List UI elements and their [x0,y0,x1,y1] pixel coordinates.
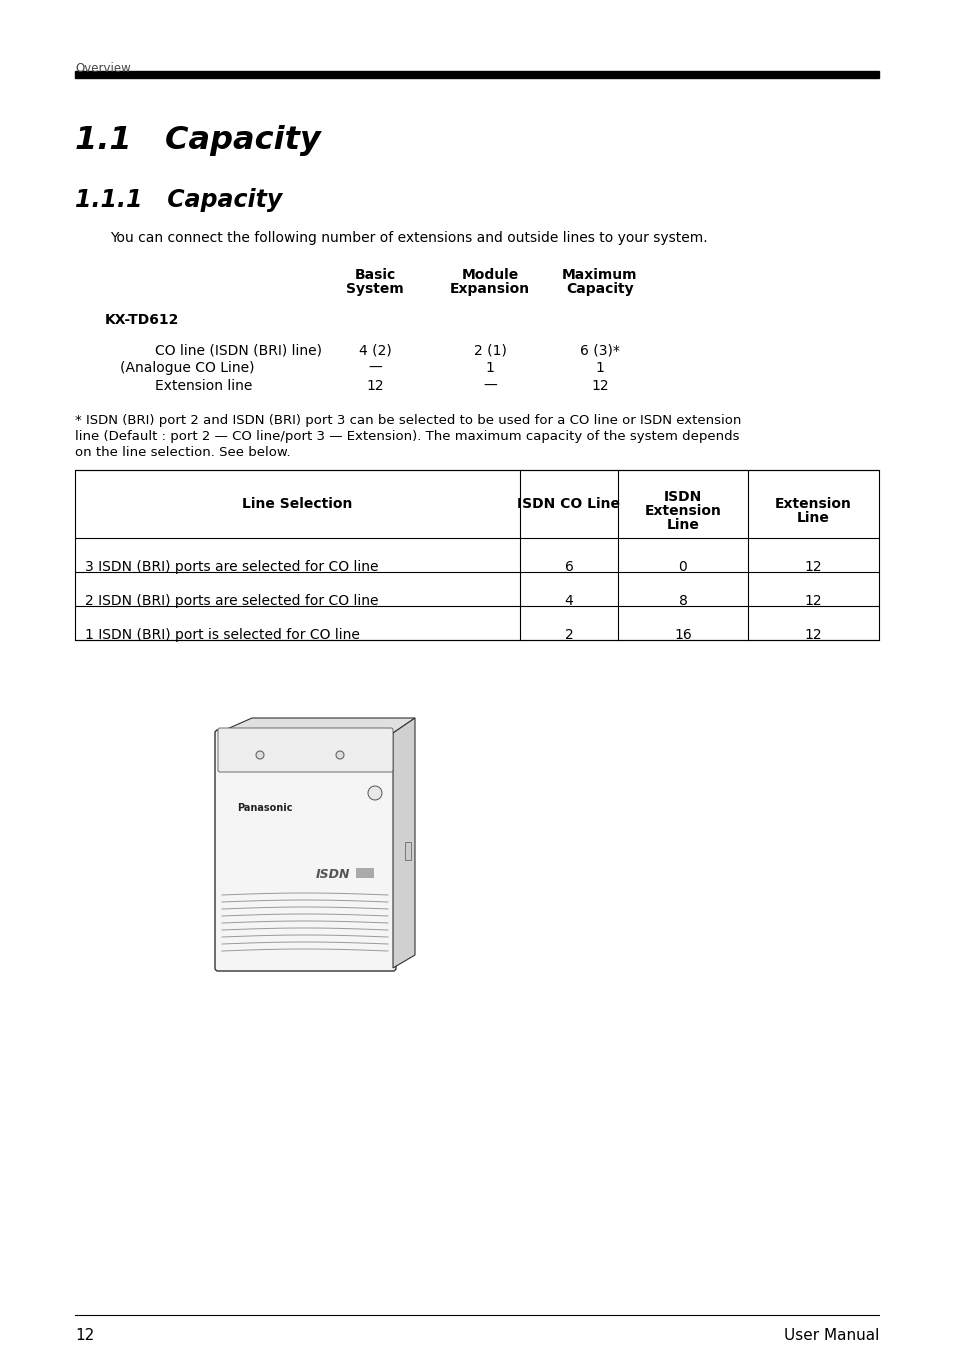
Text: Extension: Extension [644,504,720,517]
Text: 4 (2): 4 (2) [358,343,391,357]
Text: Line: Line [796,511,829,526]
Text: You can connect the following number of extensions and outside lines to your sys: You can connect the following number of … [110,231,707,245]
Text: 2 ISDN (BRI) ports are selected for CO line: 2 ISDN (BRI) ports are selected for CO l… [85,594,378,608]
Circle shape [335,751,344,759]
Text: 6 (3)*: 6 (3)* [579,343,619,357]
Text: on the line selection. See below.: on the line selection. See below. [75,446,291,459]
Text: 1: 1 [485,361,494,376]
Text: * ISDN (BRI) port 2 and ISDN (BRI) port 3 can be selected to be used for a CO li: * ISDN (BRI) port 2 and ISDN (BRI) port … [75,413,740,427]
Text: 2: 2 [564,628,573,642]
Text: Overview: Overview [75,62,131,76]
Polygon shape [218,717,415,734]
Text: 12: 12 [366,380,383,393]
Text: 2 (1): 2 (1) [473,343,506,357]
Text: 1.1   Capacity: 1.1 Capacity [75,126,320,155]
Text: —: — [368,361,381,376]
Text: Module: Module [461,267,518,282]
Text: Maximum: Maximum [561,267,638,282]
Circle shape [255,751,264,759]
Text: 6: 6 [564,561,573,574]
Text: ISDN CO Line: ISDN CO Line [517,497,619,511]
Text: 0: 0 [678,561,687,574]
Text: Basic: Basic [354,267,395,282]
Bar [405,842,411,861]
Text: 8: 8 [678,594,687,608]
Bar [75,72,878,78]
Text: Extension line: Extension line [154,380,253,393]
Text: Line: Line [666,517,699,532]
Text: 12: 12 [75,1328,94,1343]
Bar [75,470,878,640]
Text: 3 ISDN (BRI) ports are selected for CO line: 3 ISDN (BRI) ports are selected for CO l… [85,561,378,574]
Polygon shape [393,717,415,969]
Text: Line Selection: Line Selection [242,497,353,511]
Text: KX-TD612: KX-TD612 [105,313,179,327]
Text: CO line (ISDN (BRI) line): CO line (ISDN (BRI) line) [154,343,322,357]
Text: 16: 16 [674,628,691,642]
FancyBboxPatch shape [218,728,393,771]
Text: System: System [346,282,403,296]
Text: Extension: Extension [774,497,851,511]
Text: Capacity: Capacity [565,282,633,296]
Text: 4: 4 [564,594,573,608]
Text: 12: 12 [803,594,821,608]
Text: 12: 12 [803,561,821,574]
Text: 12: 12 [591,380,608,393]
Text: Expansion: Expansion [450,282,530,296]
Text: ISDN: ISDN [315,867,350,881]
Text: 1.1.1   Capacity: 1.1.1 Capacity [75,188,282,212]
Text: ISDN: ISDN [663,490,701,504]
Text: line (Default : port 2 — CO line/port 3 — Extension). The maximum capacity of th: line (Default : port 2 — CO line/port 3 … [75,430,739,443]
Text: 12: 12 [803,628,821,642]
Text: —: — [482,380,497,393]
Text: 1 ISDN (BRI) port is selected for CO line: 1 ISDN (BRI) port is selected for CO lin… [85,628,359,642]
Text: (Analogue CO Line): (Analogue CO Line) [120,361,254,376]
Text: 1: 1 [595,361,604,376]
FancyBboxPatch shape [214,730,395,971]
Bar [355,867,374,878]
Text: User Manual: User Manual [782,1328,878,1343]
Circle shape [368,786,381,800]
Text: Panasonic: Panasonic [236,802,293,813]
